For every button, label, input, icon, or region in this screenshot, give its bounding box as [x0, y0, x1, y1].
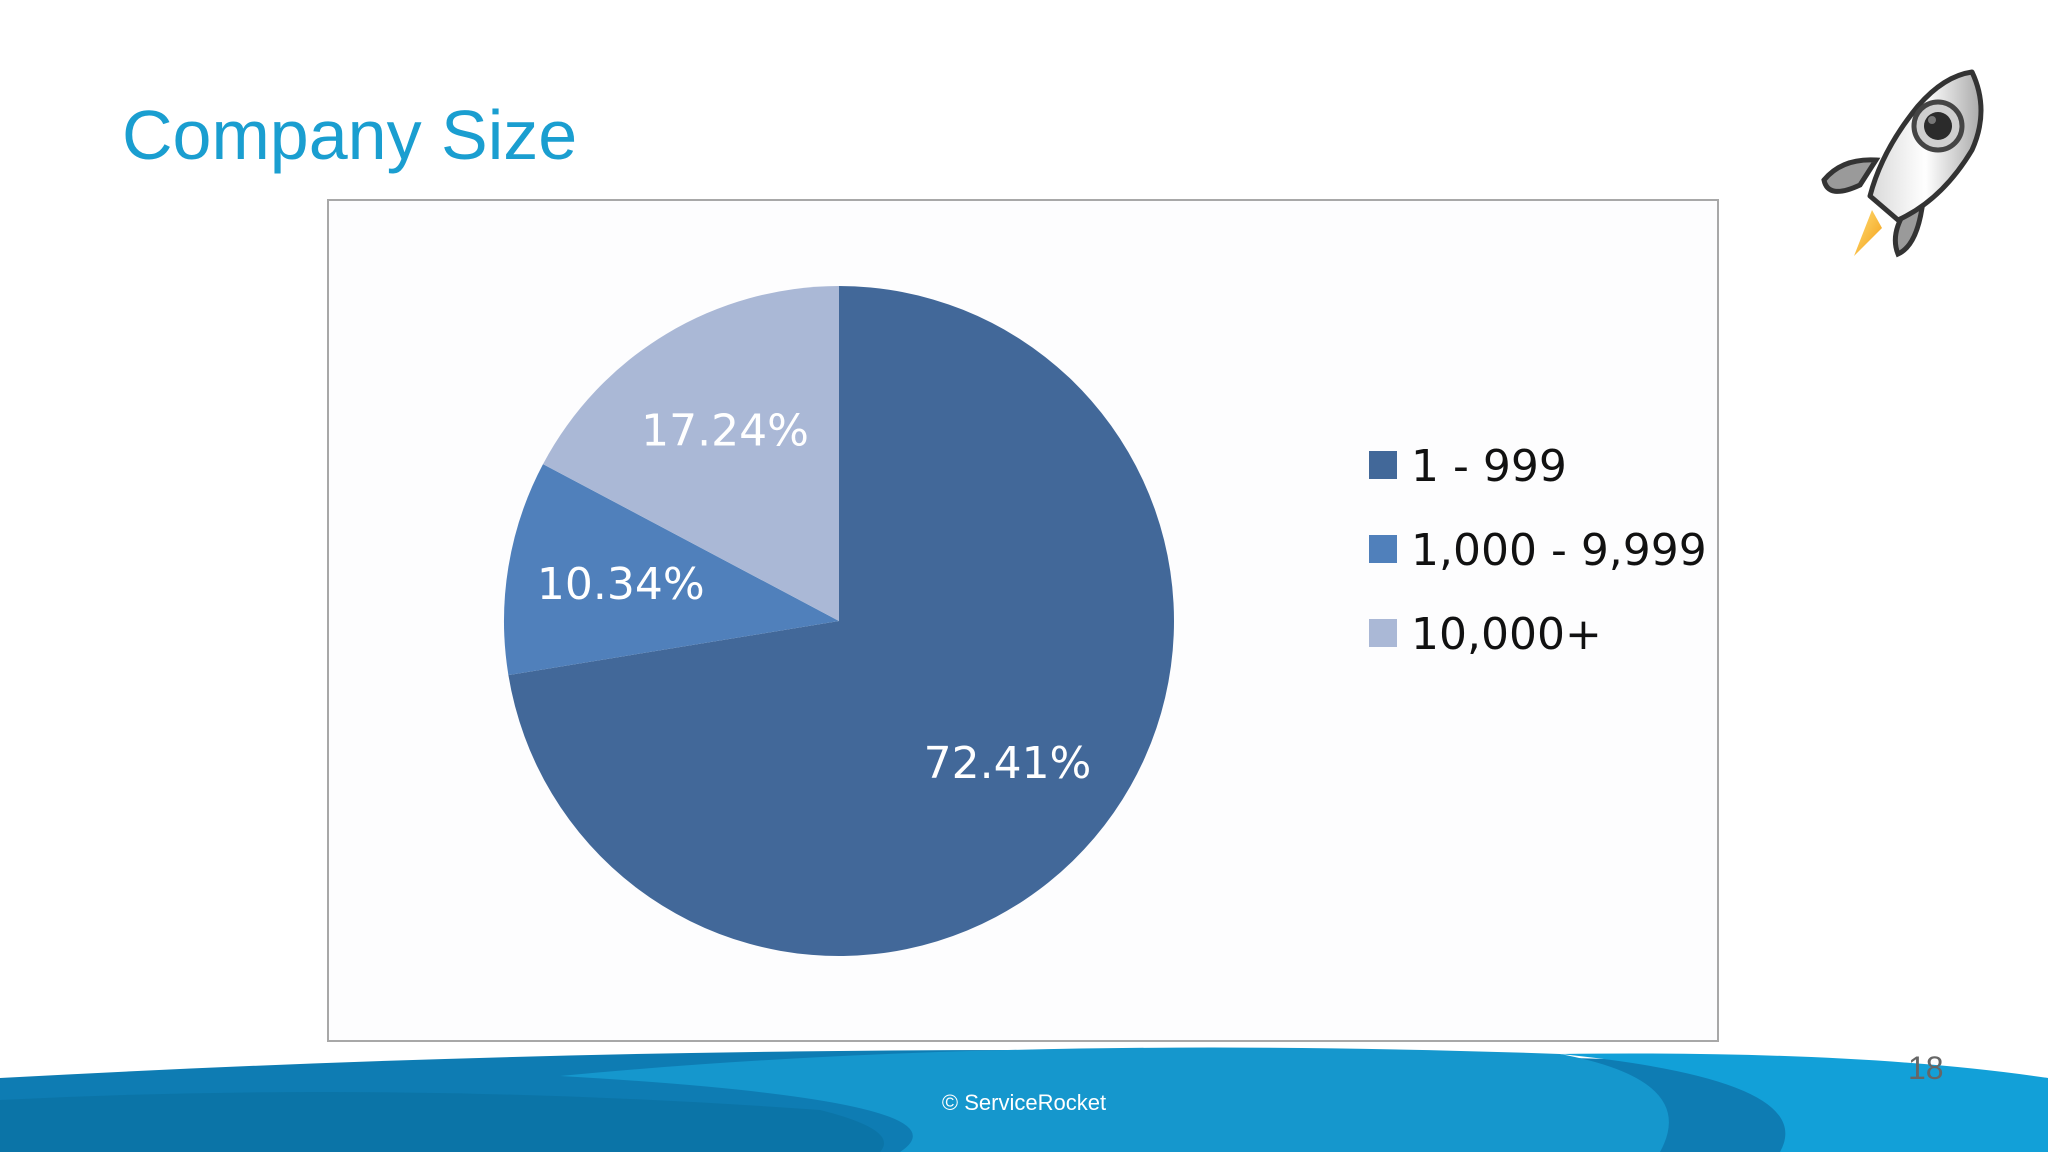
- page-number: 18: [1908, 1050, 1944, 1086]
- pie-slice-2: [504, 464, 839, 676]
- chart-frame: 72.41% 10.34% 17.24% 1 - 999 1,000 - 9,999 10…: [327, 199, 1719, 1042]
- legend-item-3: 10,000+: [1369, 609, 1602, 660]
- pie-slice-1: [508, 286, 1175, 956]
- legend-item-2: 1,000 - 9,999: [1369, 525, 1707, 576]
- pie-data-label-1: 72.41%: [924, 738, 1092, 789]
- slide-title: Company Size: [122, 96, 578, 174]
- legend-label-3: 10,000+: [1411, 609, 1602, 660]
- footer-wave: [0, 1047, 2048, 1152]
- legend-swatch-1: [1369, 451, 1397, 479]
- legend-swatch-3: [1369, 619, 1397, 647]
- copyright-text: © ServiceRocket: [941, 1090, 1107, 1115]
- pie-data-label-3: 17.24%: [641, 406, 809, 457]
- legend-swatch-2: [1369, 535, 1397, 563]
- pie-data-label-2: 10.34%: [537, 559, 705, 610]
- legend-label-1: 1 - 999: [1411, 441, 1567, 492]
- pie-slice-3: [543, 286, 839, 621]
- pie-chart: 72.41% 10.34% 17.24% 1 - 999 1,000 - 9,999 10…: [504, 286, 1707, 956]
- legend-label-2: 1,000 - 9,999: [1411, 525, 1707, 576]
- rocket-icon: [1821, 69, 1984, 258]
- legend-item-1: 1 - 999: [1369, 441, 1567, 492]
